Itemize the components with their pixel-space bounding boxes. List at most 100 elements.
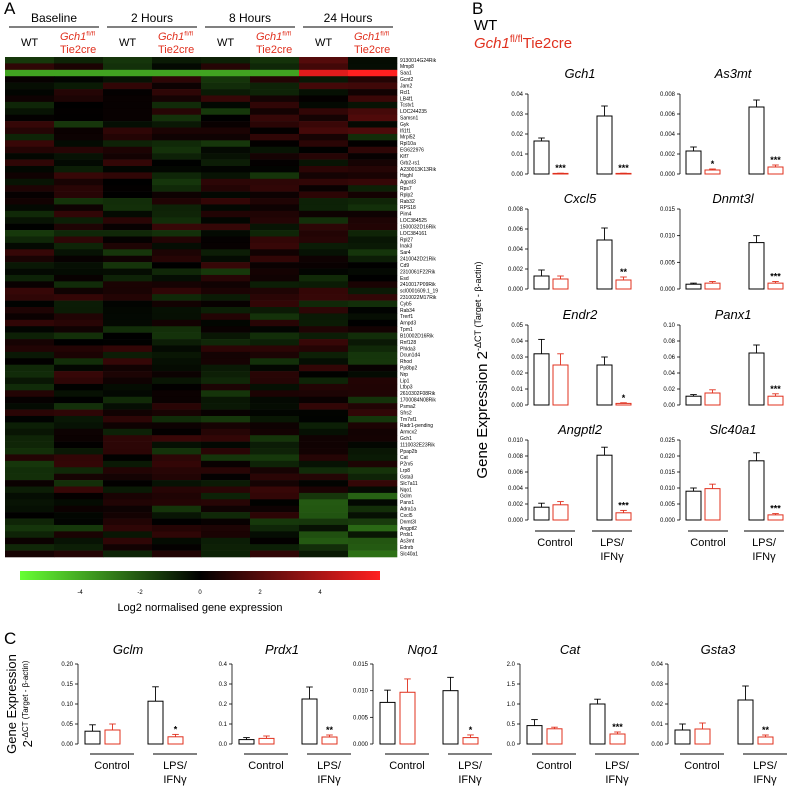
bar xyxy=(552,504,569,521)
heatmap-cell xyxy=(348,57,398,64)
x-group-label: Control xyxy=(536,760,571,772)
bar xyxy=(147,700,164,745)
heatmap-cell xyxy=(250,255,300,263)
bar xyxy=(596,364,613,406)
heatmap-cell xyxy=(348,403,398,410)
heatmap-cell xyxy=(201,217,251,224)
x-group-label: LPS/ xyxy=(458,760,483,772)
heatmap-cell xyxy=(152,480,202,487)
heatmap-cell xyxy=(348,121,398,128)
heatmap-cell xyxy=(152,274,202,282)
heatmap-cell xyxy=(201,512,251,519)
heatmap-cell xyxy=(348,512,398,519)
heatmap-cell xyxy=(201,255,251,263)
y-tick-label: 0.03 xyxy=(511,355,523,361)
heatmap-cell xyxy=(103,512,153,519)
x-group-label: IFNγ xyxy=(317,774,341,786)
heatmap-cell xyxy=(54,524,104,532)
heatmap-cell xyxy=(348,191,398,199)
heatmap-cell xyxy=(152,63,202,71)
y-tick-label: 0.00 xyxy=(651,742,663,748)
bar xyxy=(767,282,784,290)
bar xyxy=(84,730,101,745)
heatmap-cell xyxy=(250,172,300,180)
heatmap-cell xyxy=(299,230,349,237)
heatmap-cell xyxy=(348,332,398,340)
heatmap-cell xyxy=(103,518,153,526)
heatmap-cell xyxy=(250,191,300,199)
heatmap-cell xyxy=(201,351,251,359)
y-axis-label-c: Gene Expression xyxy=(4,654,19,754)
heatmap-cell xyxy=(299,531,349,539)
heatmap-cell xyxy=(5,294,55,301)
heatmap-cell xyxy=(5,185,55,192)
heatmap-cell xyxy=(5,236,55,244)
heatmap-cell xyxy=(5,178,55,186)
heatmap-cell xyxy=(103,339,153,346)
timepoint-header: 8 Hours xyxy=(229,11,271,25)
heatmap-cell xyxy=(152,223,202,231)
gene-label: Rab34 xyxy=(400,308,415,314)
heatmap-cell xyxy=(5,473,55,481)
heatmap-cell xyxy=(54,473,104,481)
heatmap-cell xyxy=(250,114,300,122)
x-group-label: IFNγ xyxy=(752,551,776,563)
genotype-ko-suffix: Tie2cre xyxy=(354,44,390,56)
genotype-ko-suffix: Tie2cre xyxy=(158,44,194,56)
heatmap-cell xyxy=(250,217,300,224)
timepoint-header: 2 Hours xyxy=(131,11,173,25)
heatmap-cell xyxy=(152,339,202,346)
heatmap-cell xyxy=(348,82,398,90)
significance-marker: *** xyxy=(770,504,781,514)
heatmap-cell xyxy=(201,524,251,532)
y-tick-label: 0.020 xyxy=(660,454,676,460)
bar xyxy=(704,169,721,175)
y-axis-label-c-line2: 2-ΔCT (Target - β-actin) xyxy=(20,660,35,747)
y-tick-label: 0.4 xyxy=(219,662,228,668)
heatmap-cell xyxy=(250,198,300,205)
y-tick-label: 0.10 xyxy=(663,323,675,329)
heatmap-cell xyxy=(299,223,349,231)
gene-label: Radr1-pending xyxy=(400,423,433,429)
heatmap-cell xyxy=(152,294,202,301)
heatmap-cell xyxy=(152,287,202,295)
gene-label: Pp8bp2 xyxy=(400,366,417,372)
heatmap-cell xyxy=(5,133,55,141)
heatmap-cell xyxy=(54,210,104,218)
heatmap-cell xyxy=(54,249,104,257)
heatmap-cell xyxy=(348,486,398,494)
bar xyxy=(685,150,702,175)
gene-label: Gcnt2 xyxy=(400,77,414,83)
heatmap-cell xyxy=(54,492,104,500)
gene-label: 1500032D16Rik xyxy=(400,224,436,230)
heatmap-cell xyxy=(299,274,349,282)
gene-label: Phlda3 xyxy=(400,346,416,352)
heatmap-cell xyxy=(5,422,55,430)
heatmap-cell xyxy=(250,319,300,327)
heatmap-cell xyxy=(201,262,251,269)
heatmap-cell xyxy=(5,409,55,417)
heatmap-cell xyxy=(299,473,349,481)
heatmap-cell xyxy=(54,204,104,212)
heatmap-cell xyxy=(348,345,398,353)
heatmap-cell xyxy=(5,230,55,237)
heatmap-cell xyxy=(348,518,398,526)
heatmap-cell xyxy=(54,108,104,115)
heatmap-cell xyxy=(299,351,349,359)
heatmap-cell xyxy=(299,146,349,154)
heatmap-cell xyxy=(54,114,104,122)
heatmap-cell xyxy=(103,101,153,109)
bar xyxy=(748,460,765,521)
heatmap-cell xyxy=(201,326,251,333)
heatmap-cell xyxy=(5,63,55,71)
heatmap-cell xyxy=(201,127,251,135)
heatmap-cell xyxy=(201,371,251,378)
y-tick-label: 2.0 xyxy=(507,662,516,668)
heatmap-cell xyxy=(299,101,349,109)
heatmap-cell xyxy=(250,268,300,276)
heatmap-cell xyxy=(54,486,104,494)
y-tick-label: 0.02 xyxy=(511,132,523,138)
heatmap-cell xyxy=(5,198,55,205)
heatmap-cell xyxy=(5,415,55,423)
gene-label: Jam2 xyxy=(400,83,412,89)
